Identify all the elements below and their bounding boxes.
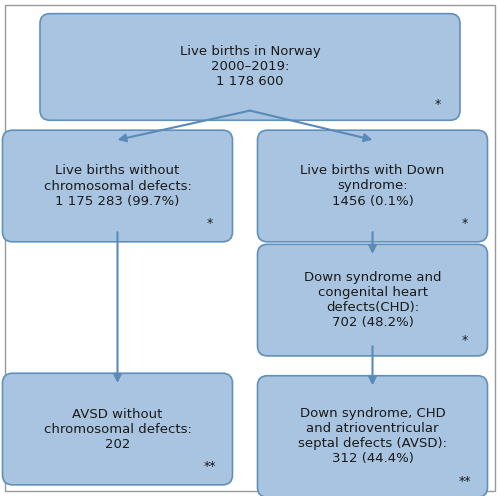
FancyBboxPatch shape <box>40 14 460 121</box>
Text: Down syndrome and
congenital heart
defects(CHD):
702 (48.2%): Down syndrome and congenital heart defec… <box>304 271 442 329</box>
Text: **: ** <box>204 460 216 473</box>
Text: *: * <box>462 334 468 347</box>
Text: Live births without
chromosomal defects:
1 175 283 (99.7%): Live births without chromosomal defects:… <box>44 165 192 207</box>
Text: *: * <box>434 98 440 111</box>
Text: Live births in Norway
2000–2019:
1 178 600: Live births in Norway 2000–2019: 1 178 6… <box>180 46 320 88</box>
Text: **: ** <box>458 475 471 488</box>
Text: Down syndrome, CHD
and atrioventricular
septal defects (AVSD):
312 (44.4%): Down syndrome, CHD and atrioventricular … <box>298 408 447 465</box>
FancyBboxPatch shape <box>258 376 488 496</box>
Text: Live births with Down
syndrome:
1456 (0.1%): Live births with Down syndrome: 1456 (0.… <box>300 165 444 207</box>
FancyBboxPatch shape <box>2 373 232 485</box>
Text: *: * <box>207 217 213 230</box>
FancyBboxPatch shape <box>258 245 488 356</box>
Text: *: * <box>462 217 468 230</box>
FancyBboxPatch shape <box>258 130 488 242</box>
Text: AVSD without
chromosomal defects:
202: AVSD without chromosomal defects: 202 <box>44 408 192 450</box>
FancyBboxPatch shape <box>2 130 232 242</box>
